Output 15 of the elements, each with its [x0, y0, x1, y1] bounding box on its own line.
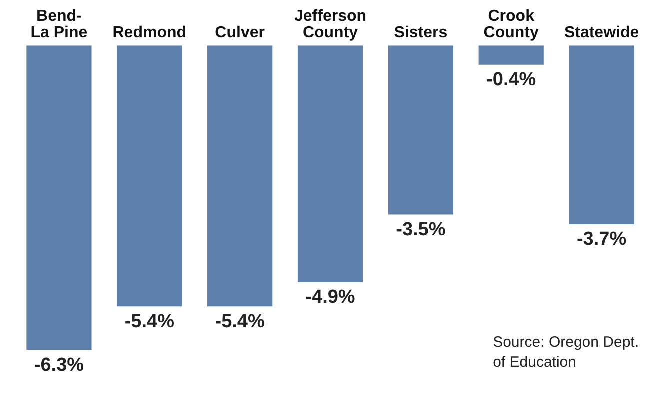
x-tick-label: Sisters	[394, 24, 448, 42]
x-tick-label: Jefferson County	[294, 8, 367, 42]
data-label: -3.5%	[396, 220, 446, 241]
x-tick-label: Bend- La Pine	[30, 8, 88, 42]
data-label: -5.4%	[215, 311, 265, 332]
x-tick-label: Crook County	[484, 8, 540, 42]
data-label: -0.4%	[486, 70, 536, 91]
data-label: -5.4%	[124, 311, 175, 332]
data-label: -6.3%	[34, 354, 84, 376]
annotation: Source: Oregon Dept. of Education	[493, 333, 639, 372]
x-tick-label: Statewide	[564, 24, 640, 42]
x-tick-label: Culver	[215, 24, 265, 42]
x-tick-label: Redmond	[112, 24, 187, 42]
data-label: -3.7%	[576, 229, 627, 250]
data-label: -4.9%	[306, 287, 356, 308]
